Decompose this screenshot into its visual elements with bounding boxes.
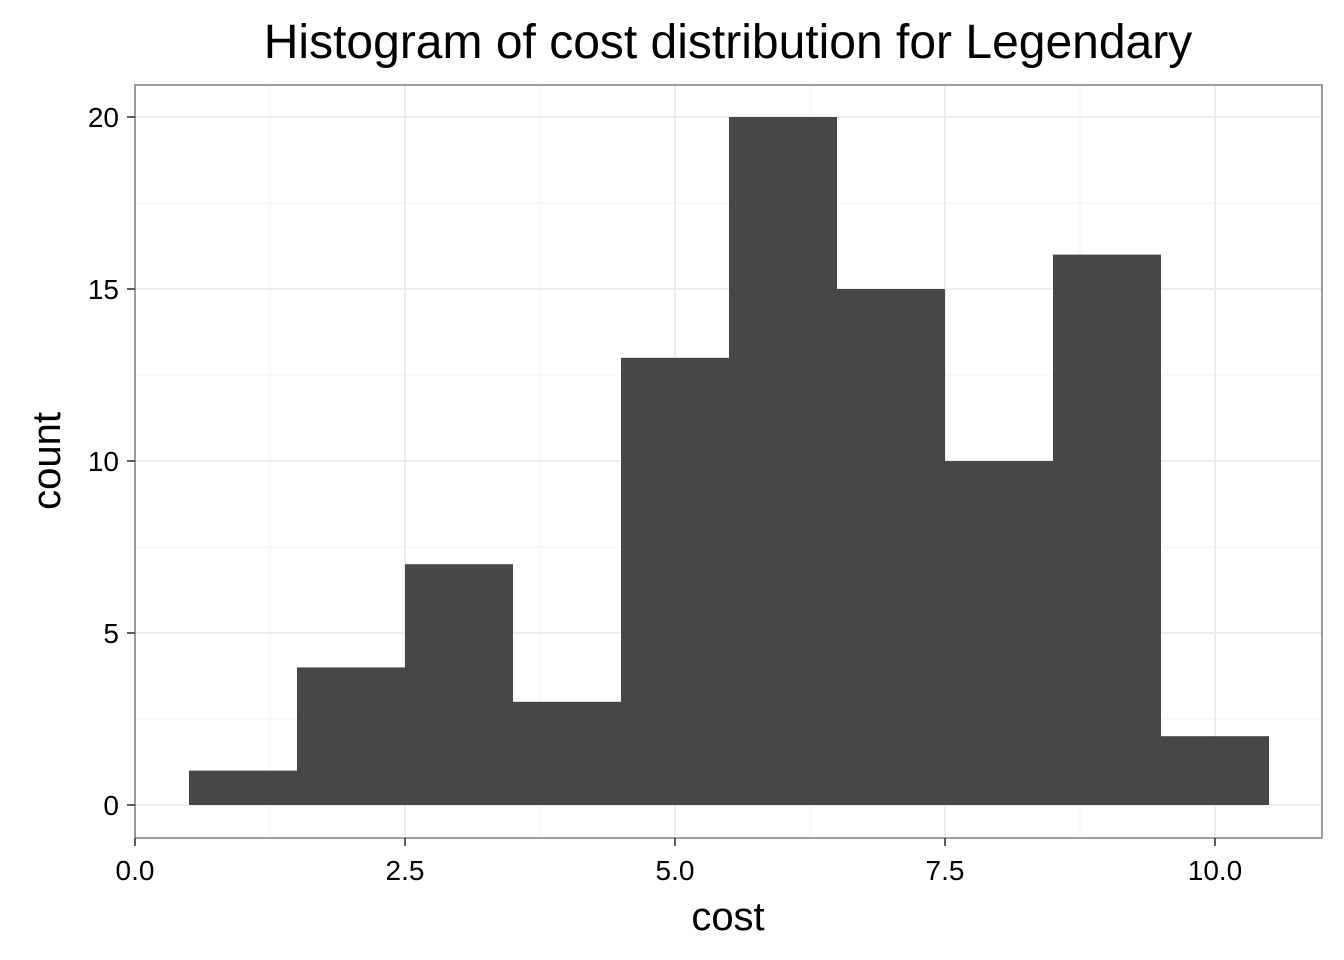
histogram-bar-5 (621, 357, 729, 805)
histogram-bar-1 (189, 770, 297, 805)
histogram-bar-6 (729, 117, 837, 805)
histogram-bar-2 (297, 667, 405, 805)
histogram-bar-7 (837, 289, 945, 805)
histogram-bars (189, 117, 1269, 806)
x-tick-label: 10.0 (1188, 855, 1243, 886)
y-axis-title: count (25, 412, 69, 510)
histogram-bar-3 (405, 564, 513, 805)
y-tick-label: 10 (88, 446, 119, 477)
x-tick-label: 2.5 (386, 855, 425, 886)
y-tick-label: 5 (103, 618, 119, 649)
histogram-bar-10 (1161, 736, 1269, 805)
y-tick-label: 20 (88, 102, 119, 133)
histogram-bar-4 (513, 701, 621, 805)
y-tick-label: 15 (88, 274, 119, 305)
x-tick-label: 7.5 (926, 855, 965, 886)
y-axis-ticks: 0 5 10 15 20 (88, 102, 135, 821)
histogram-bar-8 (945, 461, 1053, 805)
x-axis-title: cost (691, 895, 764, 939)
y-tick-label: 0 (103, 790, 119, 821)
chart-title: Histogram of cost distribution for Legen… (264, 16, 1192, 69)
x-tick-label: 5.0 (656, 855, 695, 886)
histogram-bar-9 (1053, 254, 1161, 806)
x-axis-ticks: 0.0 2.5 5.0 7.5 10.0 (116, 838, 1243, 886)
x-tick-label: 0.0 (116, 855, 155, 886)
